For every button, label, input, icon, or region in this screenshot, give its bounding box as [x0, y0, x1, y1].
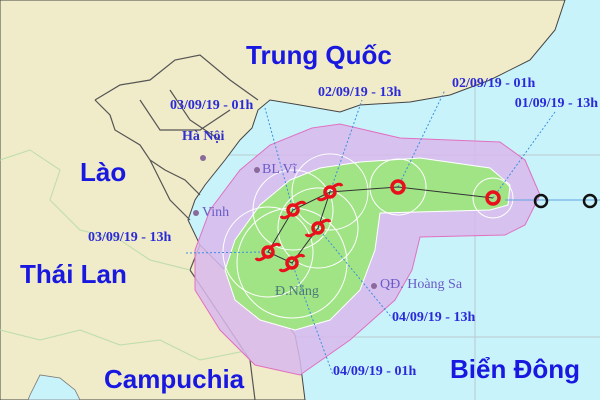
time-label: 04/09/19 - 13h: [392, 310, 476, 325]
label-campuchia: Campuchia: [104, 364, 245, 394]
city-vinh: Vinh: [202, 205, 230, 220]
past-position-icon: [533, 193, 598, 209]
city-dot-icon: [193, 155, 377, 289]
storm-icon: [279, 200, 307, 220]
storm-icon: [316, 182, 344, 202]
storm-icons: [254, 179, 501, 273]
label-lao: Lào: [80, 157, 127, 187]
storm-icon: [485, 190, 501, 206]
country-borders: [0, 149, 251, 361]
time-label: 02/09/19 - 01h: [452, 76, 536, 91]
storm-icon: [390, 179, 406, 195]
city-hoang-sa: QĐ. Hoàng Sa: [380, 277, 463, 292]
lake: [27, 374, 81, 400]
storm-icon: [278, 253, 306, 273]
storm-icon: [304, 218, 332, 238]
label-thai-lan: Thái Lan: [20, 259, 127, 289]
time-label: 04/09/19 - 01h: [333, 364, 417, 379]
label-trung-quoc: Trung Quốc: [246, 40, 392, 70]
wind-radius-circles: [222, 153, 514, 319]
time-label: 01/09/19 - 13h: [514, 96, 598, 111]
city-ha-noi: Hà Nội: [182, 129, 225, 144]
city-da-nang: Đ.Nẵng: [275, 284, 319, 299]
time-label: 03/09/19 - 13h: [88, 230, 172, 245]
city-bach-long-vi: BL Vĩ: [262, 162, 297, 177]
time-label: 03/09/19 - 01h: [170, 98, 254, 113]
label-bien-dong: Biển Đông: [450, 354, 580, 384]
storm-icon: [254, 242, 282, 262]
time-label: 02/09/19 - 13h: [318, 85, 402, 100]
